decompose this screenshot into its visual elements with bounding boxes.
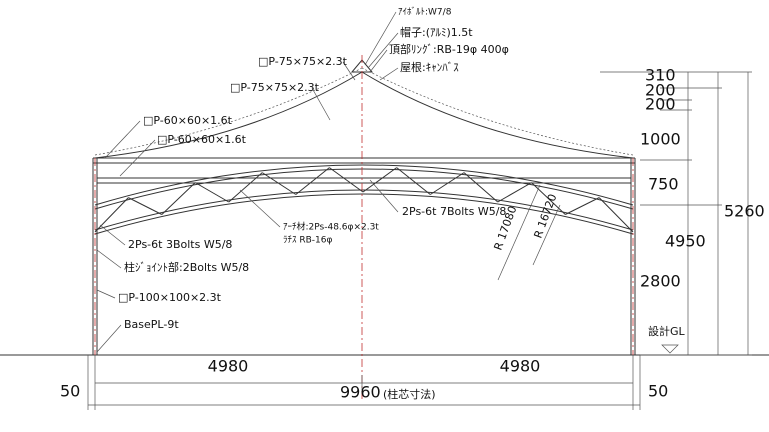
callout: 2Ps-6t 7Bolts W5/8 <box>402 205 506 218</box>
callout: ｱｰﾁ材:2Ps-48.6φ×2.3t <box>283 221 379 233</box>
callout: 頂部ﾘﾝｸﾞ:RB-19φ 400φ <box>389 42 509 56</box>
callout: 柱ｼﾞｮｲﾝﾄ部:2Bolts W5/8 <box>124 260 249 274</box>
lattice <box>598 197 634 233</box>
dimension: 5260 <box>724 202 765 221</box>
dimension-note: (柱芯寸法) <box>383 387 436 401</box>
design-gl: 設計GL <box>648 324 686 338</box>
lattice <box>94 197 129 233</box>
lattice <box>362 167 397 193</box>
lattice <box>195 182 230 203</box>
lattice <box>396 167 431 195</box>
dimension: 1000 <box>640 130 681 149</box>
callout: 屋根:ｷｬﾝﾊﾞｽ <box>400 60 459 74</box>
dimension: 750 <box>648 175 679 194</box>
callout: □P-100×100×2.3t <box>118 291 222 304</box>
lattice <box>261 172 297 195</box>
callout: □P-75×75×2.3t <box>230 81 320 94</box>
dimension: 200 <box>645 81 676 100</box>
dimension: 310 <box>645 66 676 85</box>
lattice <box>565 197 600 215</box>
lattice <box>463 172 499 203</box>
dimension: 50 <box>648 382 668 401</box>
callout: ﾗﾁｽ RB-16φ <box>283 235 332 246</box>
labels: ｱｲﾎﾞﾙﾄ:W7/8 帽子:(ｱﾙﾐ)1.5t 頂部ﾘﾝｸﾞ:RB-19φ 4… <box>60 7 765 402</box>
dimension: 4980 <box>208 357 249 376</box>
lattice <box>430 172 465 195</box>
lattice <box>531 182 566 215</box>
callout: 2Ps-6t 3Bolts W5/8 <box>128 238 232 251</box>
dimension: 2800 <box>640 272 681 291</box>
lattice <box>497 182 532 203</box>
dimension-lines <box>87 71 752 410</box>
lattice <box>161 182 196 215</box>
dimension: 4950 <box>665 232 706 251</box>
dimension: 200 <box>645 95 676 114</box>
lattice <box>128 197 163 215</box>
structure <box>0 55 769 400</box>
dimension: 9960 <box>340 383 381 402</box>
callout: 帽子:(ｱﾙﾐ)1.5t <box>400 26 473 39</box>
lattice <box>329 167 364 193</box>
dimension: 4980 <box>500 357 541 376</box>
lattice <box>295 167 330 195</box>
callout: □P-75×75×2.3t <box>258 55 348 68</box>
callout: ｱｲﾎﾞﾙﾄ:W7/8 <box>398 7 452 18</box>
callout: □P-60×60×1.6t <box>157 133 247 146</box>
callout: □P-60×60×1.6t <box>143 114 233 127</box>
dimension: 50 <box>60 382 80 401</box>
leaders <box>96 11 561 353</box>
lattice <box>228 172 263 203</box>
callout: BasePL-9t <box>124 318 179 331</box>
